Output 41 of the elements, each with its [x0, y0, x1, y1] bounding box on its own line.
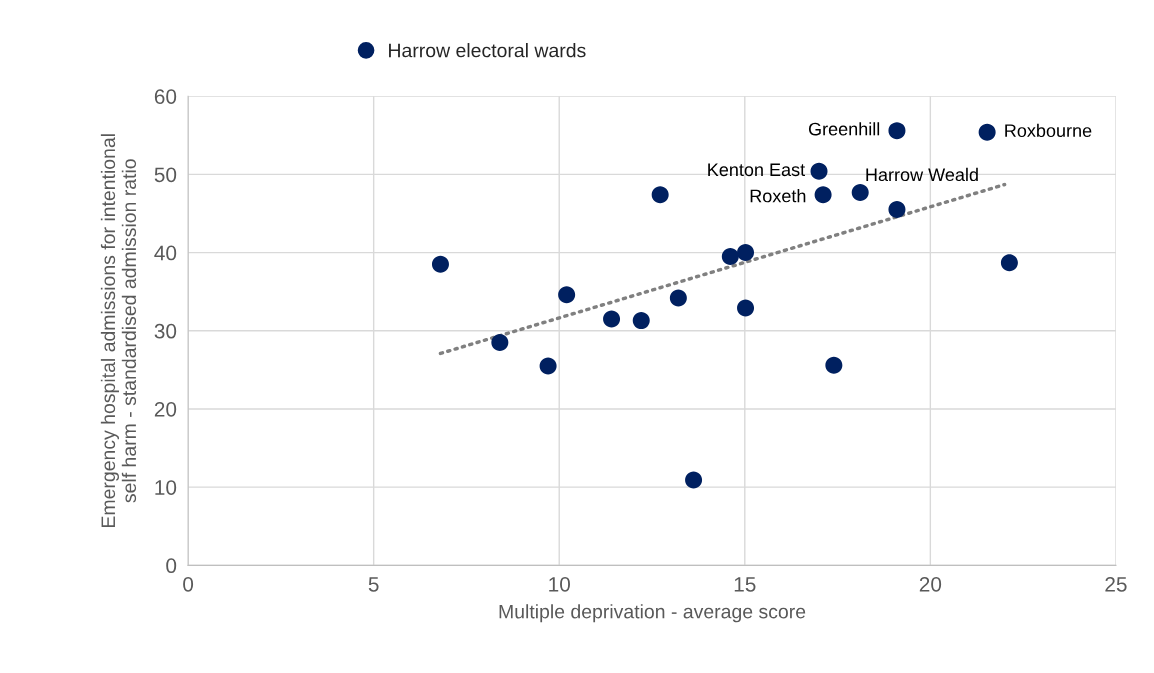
y-tick-label: 30	[154, 323, 177, 339]
x-tick-label: 20	[919, 576, 942, 592]
point	[651, 186, 669, 204]
point	[558, 286, 576, 304]
point	[603, 310, 621, 328]
point	[851, 183, 869, 201]
y-tick-label: 0	[166, 558, 177, 574]
point	[888, 201, 906, 219]
point	[539, 357, 557, 375]
point	[737, 299, 755, 317]
point	[978, 123, 996, 141]
y-tick-label: 20	[154, 401, 177, 417]
point	[814, 186, 832, 204]
point	[632, 312, 650, 330]
annotation: Harrow Weald	[866, 167, 978, 182]
point	[888, 122, 906, 140]
x-axis-title: Multiple deprivation - average score	[499, 604, 806, 623]
x-tick-label: 0	[183, 576, 194, 592]
annotation: Roxbourne	[1005, 123, 1092, 138]
y-axis-title: Emergency hospital admissions for intentional self harm - standardised admission ratio	[100, 134, 137, 527]
point	[685, 471, 703, 489]
y-tick-label: 50	[154, 167, 177, 183]
y-tick-label: 60	[154, 89, 177, 104]
x-tick-label: 15	[734, 577, 756, 592]
y-tick-label: 40	[154, 245, 177, 261]
point	[737, 244, 755, 262]
point	[431, 255, 449, 273]
x-tick-label: 10	[549, 576, 570, 592]
y-tick-label: 10	[155, 480, 177, 495]
annotation: Kenton East	[708, 163, 805, 177]
annotation: Greenhill	[808, 122, 880, 136]
x-tick-label: 25	[1105, 576, 1127, 592]
x-tick-label: 5	[368, 577, 379, 592]
point	[810, 162, 828, 180]
point	[825, 356, 843, 374]
legend-label: Harrow electoral wards	[389, 43, 586, 58]
annotation: Roxeth	[750, 189, 806, 203]
point	[669, 289, 687, 307]
point	[491, 334, 509, 352]
point	[721, 248, 739, 266]
point	[1000, 254, 1018, 272]
